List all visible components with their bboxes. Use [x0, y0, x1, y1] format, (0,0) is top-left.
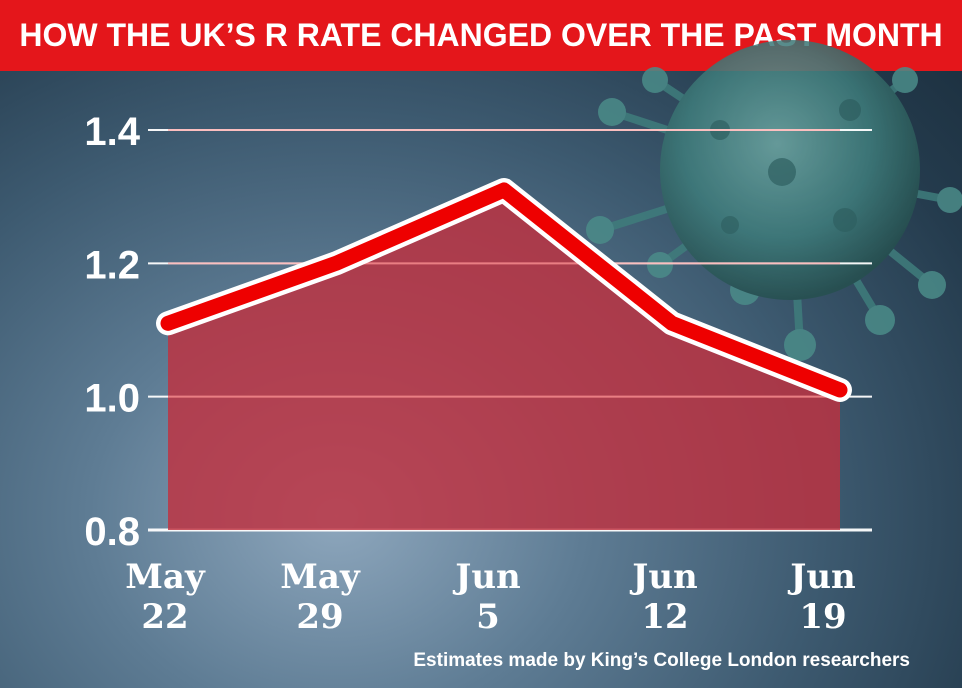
data-point-may-22 [167, 322, 169, 325]
x-tick-label-month: Jun [629, 557, 698, 597]
y-axis-ticks: 1.4 1.2 1.0 0.8 [84, 110, 140, 554]
x-tick-label-month: May [280, 557, 361, 597]
source-caption: Estimates made by King’s College London … [413, 650, 910, 671]
data-point-jun-5 [503, 189, 505, 191]
y-tick-label: 1.4 [84, 110, 140, 154]
area-fill [168, 200, 840, 530]
data-point-jun-19 [839, 389, 841, 391]
title-banner: HOW THE UK’S R RATE CHANGED OVER THE PAS… [0, 0, 962, 71]
y-tick-label: 0.8 [84, 510, 140, 554]
x-tick-label-day: 29 [296, 597, 343, 637]
r-rate-line-group [156, 178, 852, 402]
x-tick-label-month: Jun [452, 557, 521, 597]
x-tick-label-month: Jun [787, 557, 856, 597]
data-point-jun-12 [671, 322, 673, 325]
x-tick-label-day: 22 [141, 597, 188, 637]
x-tick-label-day: 12 [641, 597, 688, 637]
coronavirus-particle-icon [586, 40, 962, 361]
area-fill-group [168, 129, 840, 530]
y-tick-label: 1.0 [84, 377, 140, 421]
x-tick-label-day: 19 [799, 597, 846, 637]
x-tick-label-day: 5 [476, 597, 500, 637]
y-tick-label: 1.2 [84, 243, 140, 287]
data-point-may-29 [335, 262, 337, 265]
x-tick-label-month: May [125, 557, 206, 597]
